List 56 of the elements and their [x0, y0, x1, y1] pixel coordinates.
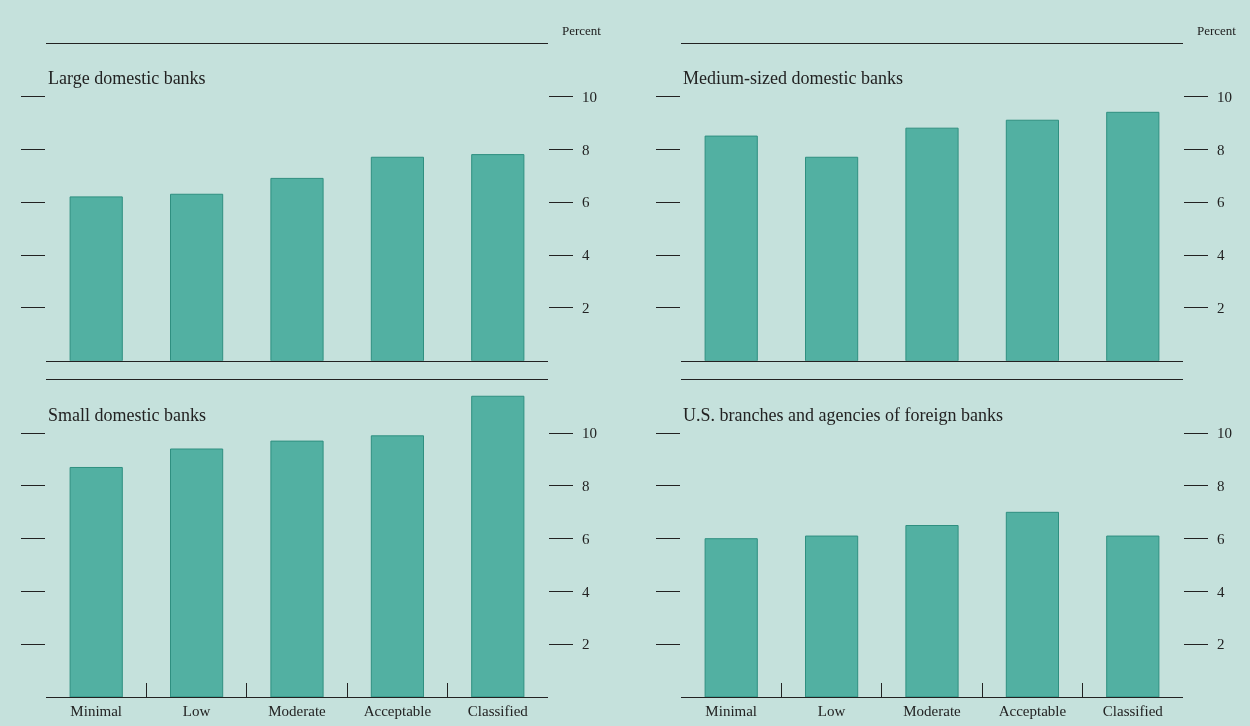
bar: [905, 525, 959, 697]
y-tick-label: 8: [582, 141, 590, 158]
y-tick-label: 8: [582, 478, 590, 495]
bar: [704, 135, 758, 361]
text: Large domestic banks: [48, 68, 206, 88]
bar: [805, 156, 859, 361]
bar: [69, 196, 123, 361]
bar: [905, 127, 959, 361]
y-tick-label: 4: [582, 583, 590, 600]
text: Small domestic banks: [48, 405, 206, 425]
y-tick-label: 8: [1217, 478, 1225, 495]
bar: [270, 440, 324, 697]
bar: [170, 448, 224, 697]
y-tick-label: 8: [1217, 141, 1225, 158]
bar: [170, 193, 224, 361]
text: Medium-sized domestic banks: [683, 68, 903, 88]
y-axis-title: Percent: [562, 23, 602, 38]
x-tick-label: Classified: [467, 703, 529, 720]
bar: [270, 177, 324, 361]
x-tick-label: Classified: [1102, 703, 1164, 720]
y-tick-label: 10: [1217, 425, 1232, 442]
y-tick-label: 6: [1217, 530, 1225, 547]
text: U.S. branches and agencies of foreign banks: [683, 405, 1003, 425]
bar: [471, 395, 525, 697]
bar: [370, 435, 424, 697]
y-tick-label: 10: [582, 425, 597, 442]
y-tick-label: 10: [582, 88, 597, 105]
bar: [805, 535, 859, 697]
y-tick-label: 6: [582, 530, 590, 547]
bar: [1106, 535, 1160, 697]
bar: [471, 154, 525, 361]
y-tick-label: 4: [1217, 583, 1225, 600]
y-tick-label: 6: [582, 194, 590, 211]
y-tick-label: 2: [1217, 636, 1225, 653]
bar: [69, 466, 123, 697]
y-axis-title: Percent: [1197, 23, 1237, 38]
y-tick-label: 2: [582, 300, 590, 317]
x-tick-label: Acceptable: [998, 703, 1067, 720]
bar: [1005, 119, 1059, 361]
x-tick-label: Moderate: [903, 703, 962, 720]
bar: [1106, 111, 1160, 361]
bar: [1005, 511, 1059, 697]
x-tick-label: Acceptable: [363, 703, 432, 720]
x-tick-label: Low: [182, 703, 211, 720]
x-tick-label: Moderate: [268, 703, 327, 720]
y-tick-label: 2: [1217, 300, 1225, 317]
y-tick-label: 10: [1217, 88, 1232, 105]
bar: [704, 538, 758, 697]
y-tick-label: 2: [582, 636, 590, 653]
y-tick-label: 4: [582, 247, 590, 264]
y-tick-label: 6: [1217, 194, 1225, 211]
x-tick-label: Low: [817, 703, 846, 720]
x-tick-label: Minimal: [70, 703, 123, 720]
bar: [370, 156, 424, 361]
y-tick-label: 4: [1217, 247, 1225, 264]
x-tick-label: Minimal: [705, 703, 758, 720]
